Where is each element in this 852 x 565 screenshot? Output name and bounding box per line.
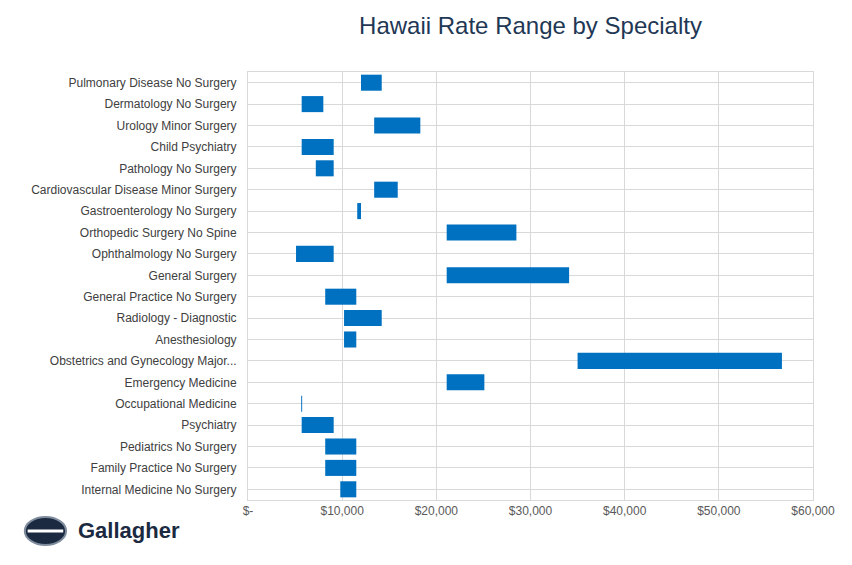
svg-text:$30,000: $30,000 xyxy=(509,504,553,518)
svg-text:Ophthalmology No Surgery: Ophthalmology No Surgery xyxy=(92,247,237,261)
svg-text:$10,000: $10,000 xyxy=(320,504,364,518)
svg-text:$60,000: $60,000 xyxy=(791,504,835,518)
svg-text:Psychiatry: Psychiatry xyxy=(181,418,236,432)
svg-text:$20,000: $20,000 xyxy=(415,504,459,518)
svg-text:Dermatology No Surgery: Dermatology No Surgery xyxy=(105,97,237,111)
svg-text:Family Practice No Surgery: Family Practice No Surgery xyxy=(91,461,237,475)
svg-text:Orthopedic Surgery No Spine: Orthopedic Surgery No Spine xyxy=(80,226,237,240)
svg-text:$40,000: $40,000 xyxy=(603,504,647,518)
svg-text:Child Psychiatry: Child Psychiatry xyxy=(151,140,237,154)
svg-text:Internal Medicine No Surgery: Internal Medicine No Surgery xyxy=(81,483,236,497)
svg-text:General Surgery: General Surgery xyxy=(149,269,237,283)
svg-text:$50,000: $50,000 xyxy=(697,504,741,518)
svg-text:Pediatrics No Surgery: Pediatrics No Surgery xyxy=(120,440,237,454)
svg-text:Radiology - Diagnostic: Radiology - Diagnostic xyxy=(117,311,237,325)
svg-text:$-: $- xyxy=(243,504,254,518)
svg-text:Urology Minor Surgery: Urology Minor Surgery xyxy=(117,119,237,133)
svg-text:Gastroenterology No Surgery: Gastroenterology No Surgery xyxy=(81,204,237,218)
svg-text:Cardiovascular Disease Minor S: Cardiovascular Disease Minor Surgery xyxy=(31,183,236,197)
svg-text:Hawaii Rate Range by Specialty: Hawaii Rate Range by Specialty xyxy=(359,12,702,39)
svg-text:Obstetrics and Gynecology Majo: Obstetrics and Gynecology Major... xyxy=(50,354,237,368)
svg-text:General Practice No Surgery: General Practice No Surgery xyxy=(83,290,236,304)
svg-text:Occupational Medicine: Occupational Medicine xyxy=(115,397,237,411)
svg-text:Pathology No Surgery: Pathology No Surgery xyxy=(119,162,236,176)
svg-text:Gallagher: Gallagher xyxy=(78,518,180,543)
svg-text:Pulmonary Disease No Surgery: Pulmonary Disease No Surgery xyxy=(69,76,237,90)
svg-text:Anesthesiology: Anesthesiology xyxy=(155,333,236,347)
svg-text:Emergency Medicine: Emergency Medicine xyxy=(125,376,237,390)
